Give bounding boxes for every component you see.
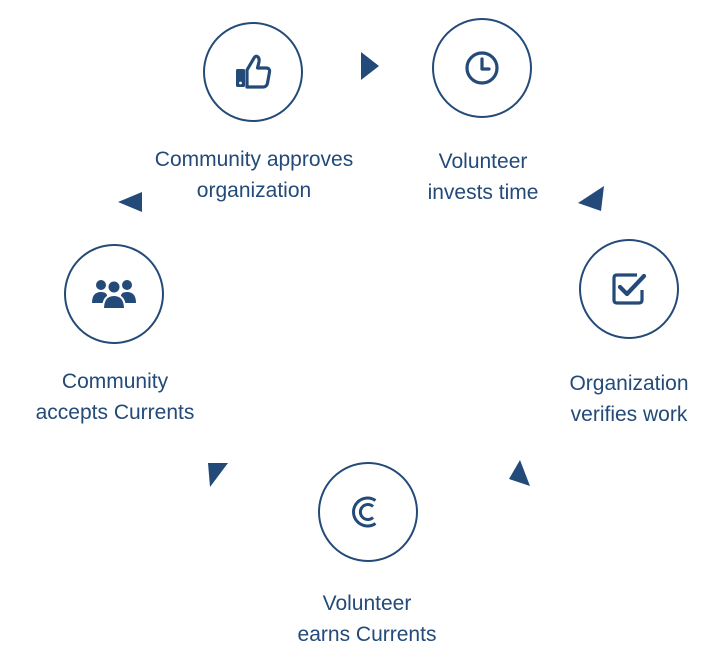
accept-node [64,244,164,344]
accept-label-line-2: accepts Currents [35,401,195,424]
arrow-approve-to-invest [361,52,379,80]
verify-node [579,239,679,339]
earn-label-line-1: Volunteer [322,592,412,615]
invest-label-line-2: invests time [427,181,539,204]
clock-icon [465,51,499,85]
verify-label-line-1: Organization [569,372,689,395]
accept-label-line-1: Community [61,370,169,393]
approve-label-line-2: organization [196,179,312,202]
earn-node [318,462,418,562]
arrow-earn-to-accept [208,463,228,487]
group-icon [92,279,136,310]
approve-node [203,22,303,122]
approve-label-line-1: Community approves [154,148,354,171]
verify-label: Organization verifies work [569,368,688,430]
earn-label: Volunteer earns Currents [298,588,437,650]
thumbs-up-icon [236,54,272,89]
verify-label-line-2: verifies work [570,403,688,426]
arrow-verify-to-earn [509,460,530,486]
earn-label-line-2: earns Currents [297,623,437,646]
arrow-invest-to-verify [578,186,604,211]
approve-label: Community approves organization [155,144,353,206]
arrow-accept-to-approve [118,192,142,212]
invest-label-line-1: Volunteer [438,150,528,173]
currents-coin-icon [352,496,377,528]
invest-node [432,18,532,118]
accept-label: Community accepts Currents [36,366,195,428]
invest-label: Volunteer invests time [428,146,539,208]
checkbox-icon [612,273,647,305]
